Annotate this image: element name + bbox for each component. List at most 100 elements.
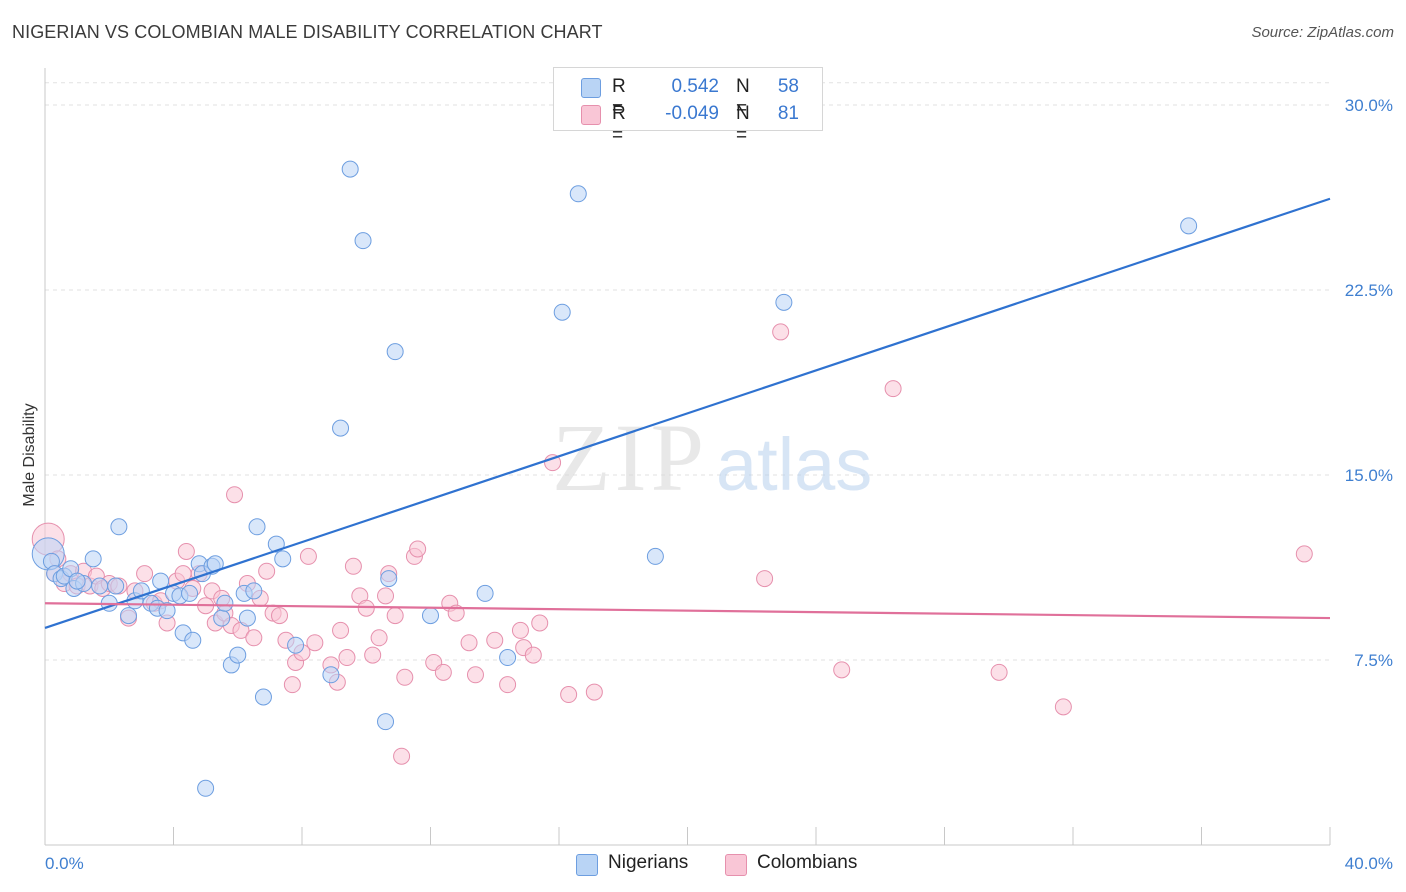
nigerian-point	[84, 550, 102, 568]
nigerian-point	[181, 584, 199, 602]
colombian-point	[486, 631, 504, 649]
nigerian-point	[68, 572, 86, 590]
nigerians-legend-swatch	[576, 854, 598, 876]
r-label: R =	[612, 76, 626, 119]
chart-title: NIGERIAN VS COLOMBIAN MALE DISABILITY CO…	[12, 22, 603, 42]
colombians-n-value: 81	[777, 103, 799, 124]
colombian-point	[511, 621, 529, 639]
nigerian-point	[197, 779, 215, 797]
watermark-atlas: atlas	[716, 423, 872, 506]
y-tick-label: 15.0%	[1345, 466, 1393, 485]
colombians-legend-label: Colombians	[757, 852, 858, 873]
colombian-point	[466, 666, 484, 684]
y-axis-label: Male Disability	[21, 403, 38, 506]
nigerian-point	[158, 602, 176, 620]
colombian-point	[283, 676, 301, 694]
nigerian-point	[91, 577, 109, 595]
colombian-point	[245, 629, 263, 647]
nigerian-point	[569, 185, 587, 203]
nigerian-point	[341, 160, 359, 178]
nigerian-point	[229, 646, 247, 664]
watermark-zip: ZIP	[552, 404, 708, 511]
colombians-r-value: -0.049	[665, 103, 719, 124]
series-colombians	[31, 323, 1313, 765]
nigerian-point	[646, 547, 664, 565]
axes	[44, 68, 1331, 846]
correlation-legend: R = 0.542 N = 58 R = -0.049 N = 81	[553, 67, 823, 146]
colombian-point	[884, 380, 902, 398]
x-tick-label: 0.0%	[45, 854, 84, 873]
nigerian-point	[287, 636, 305, 654]
y-tick-label: 22.5%	[1345, 281, 1393, 300]
nigerian-point	[422, 607, 439, 625]
nigerian-point	[499, 649, 517, 667]
colombian-point	[531, 614, 549, 632]
colombian-point	[370, 629, 388, 647]
colombian-point	[136, 565, 154, 583]
colombian-point	[585, 683, 603, 701]
colombian-point	[396, 668, 414, 686]
colombian-point	[338, 649, 356, 667]
colombians-swatch	[581, 105, 601, 125]
colombian-point	[524, 646, 542, 664]
grid-lines	[45, 82, 1330, 661]
x-tick-label: 40.0%	[1345, 854, 1393, 873]
nigerian-point	[476, 584, 494, 602]
nigerian-point	[216, 594, 234, 612]
nigerian-point	[354, 232, 372, 250]
colombian-point	[990, 663, 1008, 681]
colombians-trend-line	[44, 602, 1331, 620]
colombian-point	[756, 570, 774, 588]
nigerian-point	[332, 419, 350, 437]
y-tick-label: 7.5%	[1354, 651, 1393, 670]
nigerians-r-value: 0.542	[671, 76, 719, 97]
nigerian-point	[184, 631, 202, 649]
colombian-point	[772, 323, 790, 341]
n-label: N =	[736, 103, 750, 146]
colombian-point	[1054, 698, 1072, 716]
colombian-point	[460, 634, 478, 652]
colombian-point	[1295, 545, 1313, 563]
colombian-point	[409, 540, 427, 558]
colombian-point	[364, 646, 382, 664]
y-tick-label: 30.0%	[1345, 96, 1393, 115]
nigerian-point	[120, 607, 138, 625]
colombian-point	[833, 661, 851, 679]
colombian-point	[434, 663, 452, 681]
trend-lines	[44, 197, 1331, 629]
nigerian-point	[386, 343, 404, 361]
nigerian-point	[322, 666, 340, 684]
nigerian-point	[380, 570, 398, 588]
colombian-point	[271, 607, 289, 625]
colombian-point	[393, 747, 411, 765]
colombian-point	[332, 621, 350, 639]
nigerian-point	[254, 688, 272, 706]
tick-labels: 7.5% 15.0% 22.5% 30.0% 0.0% 40.0%	[45, 96, 1393, 873]
nigerian-point	[245, 582, 263, 600]
watermark: ZIP atlas	[552, 404, 872, 511]
colombian-point	[258, 562, 276, 580]
n-label: N =	[736, 76, 750, 119]
colombian-point	[377, 587, 395, 605]
nigerians-n-value: 58	[777, 76, 799, 97]
nigerians-trend-line	[44, 197, 1331, 629]
r-label: R =	[612, 103, 626, 146]
colombian-point	[306, 634, 324, 652]
nigerian-point	[1180, 217, 1198, 235]
nigerian-point	[553, 303, 571, 321]
nigerian-point	[377, 713, 395, 731]
nigerian-point	[213, 609, 231, 627]
nigerian-point	[110, 518, 128, 536]
colombian-point	[299, 547, 317, 565]
nigerian-point	[775, 293, 793, 311]
colombian-point	[177, 542, 195, 560]
nigerians-legend-label: Nigerians	[608, 852, 689, 873]
nigerian-point	[107, 577, 125, 595]
colombians-legend-swatch	[725, 854, 747, 876]
colombian-point	[226, 486, 244, 504]
nigerian-point	[248, 518, 266, 536]
nigerian-point	[274, 550, 292, 568]
colombian-point	[560, 686, 578, 704]
colombian-point	[499, 676, 517, 694]
